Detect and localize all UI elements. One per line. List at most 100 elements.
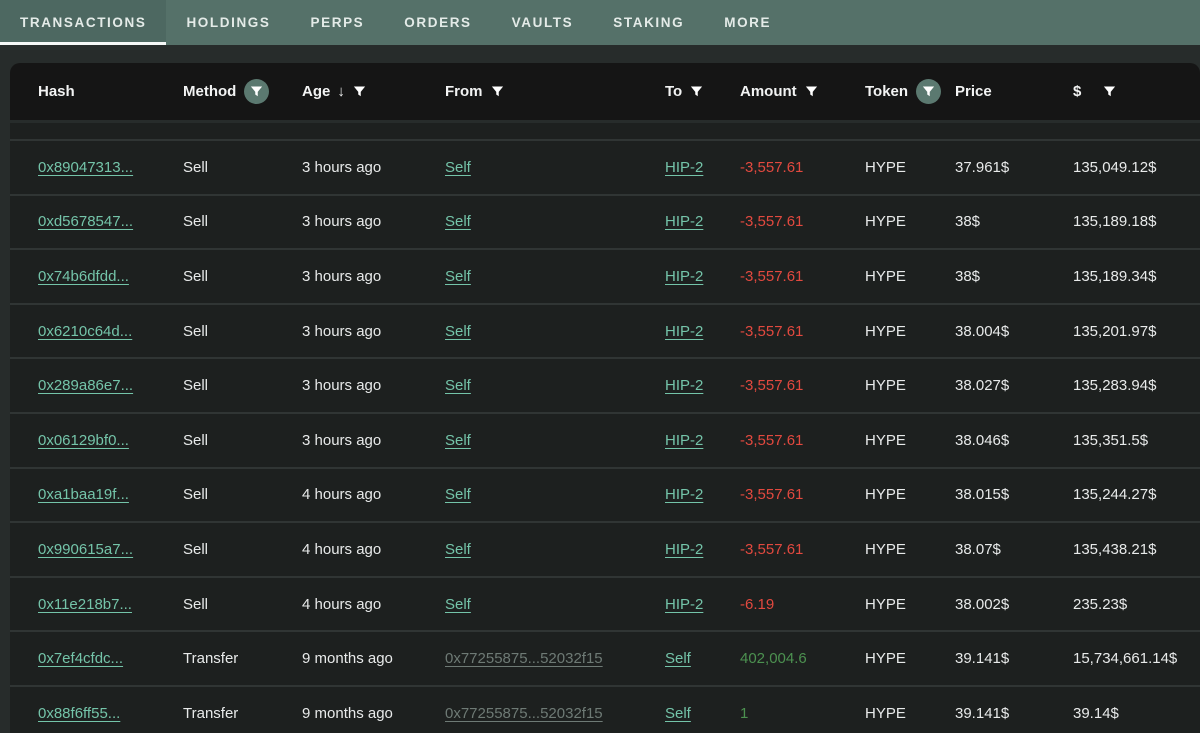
- column-header-from: From: [445, 83, 665, 100]
- table-row: 0xd5678547...Sell3 hours agoSelfHIP-2-3,…: [10, 194, 1200, 249]
- from-link-cell: Self: [445, 323, 665, 340]
- price-value: 38.07$: [955, 541, 1001, 558]
- amount-value: 402,004.6: [740, 650, 807, 667]
- hash-link[interactable]: 0x289a86e7...: [38, 377, 133, 394]
- method-value-cell: Sell: [183, 213, 302, 230]
- to-link-cell: HIP-2: [665, 377, 740, 394]
- from-link[interactable]: Self: [445, 432, 471, 449]
- from-link[interactable]: Self: [445, 213, 471, 230]
- usd-value: 135,283.94$: [1073, 377, 1156, 394]
- to-link[interactable]: HIP-2: [665, 432, 703, 449]
- hash-link-cell: 0x74b6dfdd...: [38, 268, 183, 285]
- usd-value: 235.23$: [1073, 596, 1127, 613]
- to-link[interactable]: HIP-2: [665, 159, 703, 176]
- from-link[interactable]: 0x77255875...52032f15: [445, 705, 603, 722]
- filter-icon[interactable]: [804, 84, 819, 99]
- to-link-cell: Self: [665, 705, 740, 722]
- to-link-cell: HIP-2: [665, 268, 740, 285]
- from-link[interactable]: Self: [445, 596, 471, 613]
- usd-value-cell: 15,734,661.14$: [1073, 650, 1200, 667]
- usd-value: 135,438.21$: [1073, 541, 1156, 558]
- filter-active-icon[interactable]: [244, 79, 269, 104]
- token-value-cell: HYPE: [865, 650, 955, 667]
- from-link-cell: Self: [445, 159, 665, 176]
- age-value-cell: 4 hours ago: [302, 596, 445, 613]
- amount-value: -3,557.61: [740, 541, 803, 558]
- nav-tab-staking[interactable]: STAKING: [593, 0, 704, 45]
- age-value: 3 hours ago: [302, 323, 381, 340]
- hash-link-cell: 0x6210c64d...: [38, 323, 183, 340]
- nav-tab-holdings[interactable]: HOLDINGS: [166, 0, 290, 45]
- sort-desc-icon[interactable]: ↓: [337, 83, 345, 100]
- method-value: Sell: [183, 432, 208, 449]
- to-link[interactable]: Self: [665, 705, 691, 722]
- to-link[interactable]: Self: [665, 650, 691, 667]
- nav-tab-transactions[interactable]: TRANSACTIONS: [0, 0, 166, 45]
- amount-value-cell: -3,557.61: [740, 486, 865, 503]
- age-value: 9 months ago: [302, 705, 393, 722]
- hash-link[interactable]: 0x74b6dfdd...: [38, 268, 129, 285]
- filter-icon[interactable]: [490, 84, 505, 99]
- to-link-cell: HIP-2: [665, 323, 740, 340]
- amount-value: -6.19: [740, 596, 774, 613]
- hash-link-cell: 0x89047313...: [38, 159, 183, 176]
- token-value-cell: HYPE: [865, 432, 955, 449]
- nav-tab-orders[interactable]: ORDERS: [384, 0, 491, 45]
- from-link[interactable]: Self: [445, 159, 471, 176]
- table-row: 0x289a86e7...Sell3 hours agoSelfHIP-2-3,…: [10, 357, 1200, 412]
- from-link[interactable]: Self: [445, 323, 471, 340]
- table-row-partial: [10, 123, 1200, 139]
- filter-icon[interactable]: [689, 84, 704, 99]
- hash-link[interactable]: 0x990615a7...: [38, 541, 133, 558]
- column-header-age: Age↓: [302, 83, 445, 100]
- to-link[interactable]: HIP-2: [665, 213, 703, 230]
- from-link[interactable]: 0x77255875...52032f15: [445, 650, 603, 667]
- table-row: 0x11e218b7... Sell4 hours agoSelf HIP-2 -6.…: [10, 576, 1200, 631]
- funnel-icon: [921, 84, 936, 99]
- hash-link[interactable]: 0xa1baa19f...: [38, 486, 129, 503]
- amount-value-cell: 1: [740, 705, 865, 722]
- hash-link[interactable]: 0x06129bf0...: [38, 432, 129, 449]
- amount-value: -3,557.61: [740, 486, 803, 503]
- top-nav: TRANSACTIONSHOLDINGSPERPSORDERSVAULTSSTA…: [0, 0, 1200, 45]
- from-link-cell: Self: [445, 213, 665, 230]
- nav-tab-more[interactable]: MORE: [704, 0, 791, 45]
- column-header-amount: Amount: [740, 83, 865, 100]
- from-link[interactable]: Self: [445, 541, 471, 558]
- nav-tab-vaults[interactable]: VAULTS: [492, 0, 594, 45]
- usd-value: 135,244.27$: [1073, 486, 1156, 503]
- to-link[interactable]: HIP-2: [665, 323, 703, 340]
- filter-icon[interactable]: [1102, 84, 1117, 99]
- token-value: HYPE: [865, 541, 906, 558]
- usd-value-cell: 135,049.12$: [1073, 159, 1200, 176]
- to-link[interactable]: HIP-2: [665, 377, 703, 394]
- token-value: HYPE: [865, 213, 906, 230]
- hash-link[interactable]: 0x11e218b7...: [38, 596, 132, 613]
- to-link[interactable]: HIP-2: [665, 596, 703, 613]
- from-link-cell: Self: [445, 596, 665, 613]
- from-link[interactable]: Self: [445, 268, 471, 285]
- hash-link[interactable]: 0xd5678547...: [38, 213, 133, 230]
- method-value-cell: Transfer: [183, 650, 302, 667]
- hash-link[interactable]: 0x88f6ff55...: [38, 705, 120, 722]
- filter-active-icon[interactable]: [916, 79, 941, 104]
- column-header-token: Token: [865, 79, 955, 104]
- nav-tab-perps[interactable]: PERPS: [291, 0, 385, 45]
- to-link[interactable]: HIP-2: [665, 268, 703, 285]
- from-link-cell: 0x77255875...52032f15: [445, 650, 665, 667]
- hash-link[interactable]: 0x89047313...: [38, 159, 133, 176]
- filter-icon[interactable]: [352, 84, 367, 99]
- from-link[interactable]: Self: [445, 377, 471, 394]
- to-link[interactable]: HIP-2: [665, 486, 703, 503]
- hash-link[interactable]: 0x7ef4cfdc...: [38, 650, 123, 667]
- price-value-cell: 38.07$: [955, 541, 1073, 558]
- from-link[interactable]: Self: [445, 486, 471, 503]
- method-value-cell: Sell: [183, 596, 302, 613]
- table-row: 0x88f6ff55...Transfer9 months ago0x77255…: [10, 685, 1200, 733]
- amount-value-cell: -3,557.61: [740, 213, 865, 230]
- hash-link[interactable]: 0x6210c64d...: [38, 323, 132, 340]
- hash-link-cell: 0xa1baa19f...: [38, 486, 183, 503]
- to-link[interactable]: HIP-2: [665, 541, 703, 558]
- token-value-cell: HYPE: [865, 268, 955, 285]
- token-value: HYPE: [865, 432, 906, 449]
